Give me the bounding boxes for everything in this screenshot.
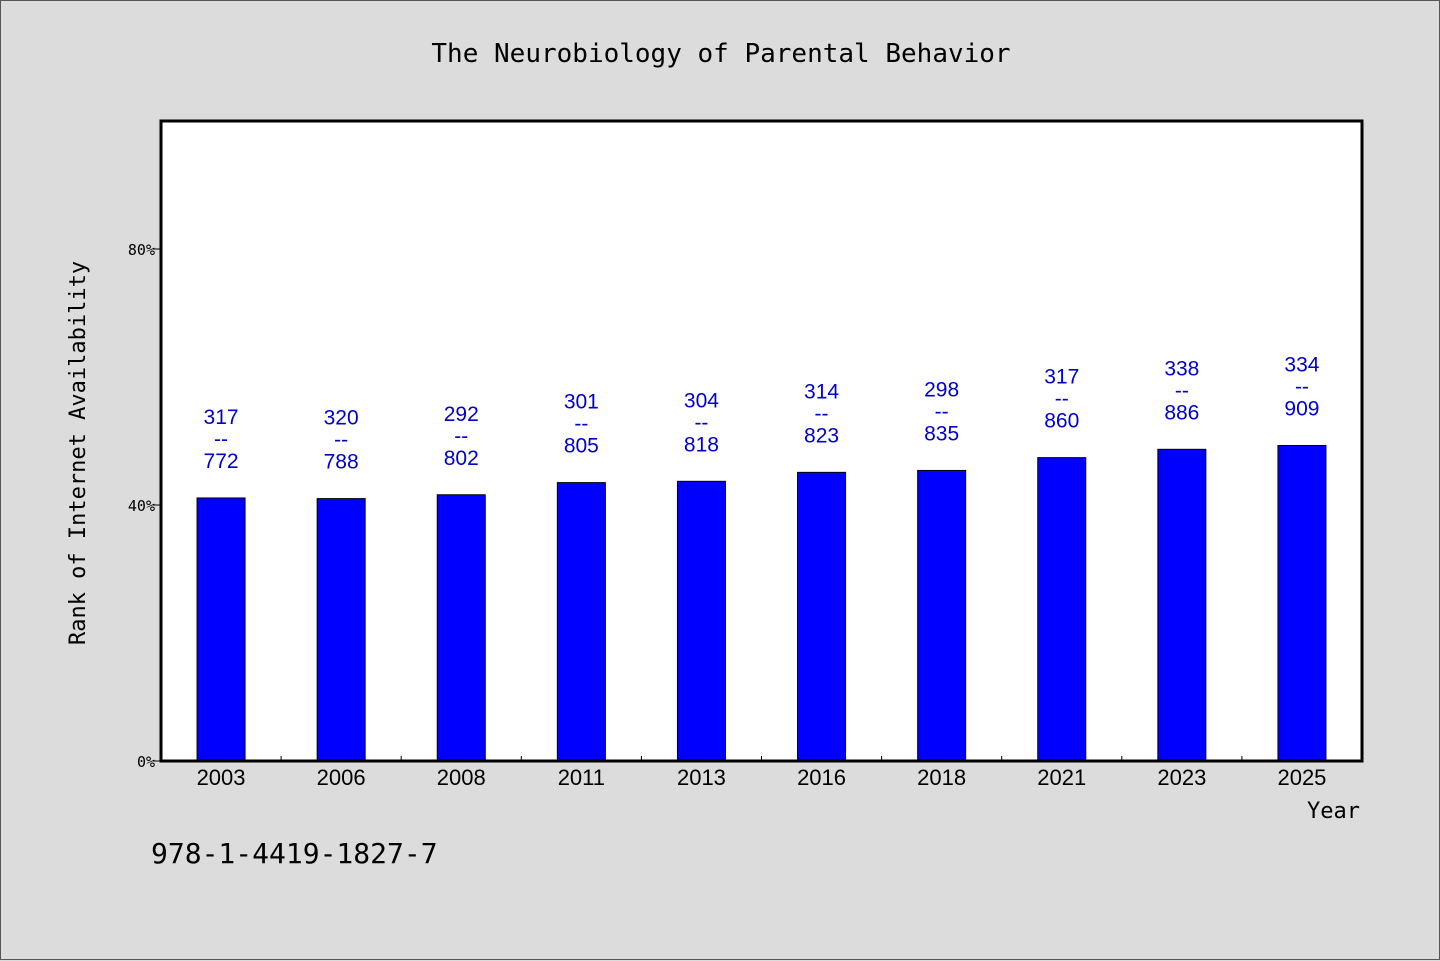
y-tick-label-80: 80% [128,241,155,259]
bar-label-2025-top: 334 [1284,353,1319,376]
bar-label-2011-sep: -- [574,413,588,436]
bar-label-2021-sep: -- [1055,388,1069,411]
bar-2018 [917,469,967,762]
x-tick-label-2018: 2018 [917,765,966,790]
bar-label-2008-bottom: 802 [444,447,479,470]
bar-label-2013-bottom: 818 [684,433,719,456]
chart-title: The Neurobiology of Parental Behavior [431,39,1010,69]
x-tick-label-2011: 2011 [558,765,605,790]
x-tick-label-2006: 2006 [317,765,366,790]
y-tick-label-0: 0% [137,753,155,771]
bar-label-2018-bottom: 835 [924,422,959,445]
bar-label-2023-bottom: 886 [1164,401,1199,424]
bar-label-2016-top: 314 [804,380,839,403]
bar-label-2013-sep: -- [694,411,708,434]
bar-2006 [316,498,366,762]
bar-label-2006-sep: -- [334,429,348,452]
x-tick-label-2003: 2003 [197,765,246,790]
bar-label-2021-bottom: 860 [1044,410,1079,433]
bar-2003 [196,497,246,762]
bar-label-2023-sep: -- [1175,379,1189,402]
bar-label-2008-sep: -- [454,425,468,448]
bar-2011 [556,482,606,762]
y-tick-label-40: 40% [128,497,155,515]
bar-labels-group: 317--772320--788292--802301--805304--818… [204,353,1320,473]
bar-label-2011-top: 301 [564,391,599,414]
bar-label-2021-top: 317 [1044,366,1079,389]
isbn-label: 978-1-4419-1827-7 [151,837,438,870]
bar-label-2006-top: 320 [324,407,359,430]
bar-label-2018-sep: -- [935,400,949,423]
bar-2008 [436,494,486,762]
bar-2016 [797,471,847,762]
bar-2021 [1037,457,1087,762]
bar-label-2011-bottom: 805 [564,435,599,458]
x-tick-label-2023: 2023 [1157,765,1206,790]
bar-2025 [1277,444,1327,762]
bar-label-2003-top: 317 [204,406,239,429]
bar-label-2003-sep: -- [214,428,228,451]
bar-label-2025-sep: -- [1295,375,1309,398]
bar-label-2008-top: 292 [444,403,479,426]
bar-label-2018-top: 298 [924,378,959,401]
bar-label-2023-top: 338 [1164,357,1199,380]
bar-label-2016-sep: -- [815,402,829,425]
bar-2023 [1157,448,1207,762]
bar-label-2003-bottom: 772 [204,450,239,473]
x-tick-label-2025: 2025 [1277,765,1326,790]
x-tick-label-2013: 2013 [677,765,726,790]
bar-label-2006-bottom: 788 [324,451,359,474]
bar-label-2025-bottom: 909 [1284,397,1319,420]
bar-2013 [676,480,726,762]
bar-label-2016-bottom: 823 [804,424,839,447]
x-tick-label-2021: 2021 [1037,765,1086,790]
bar-label-2013-top: 304 [684,389,719,412]
x-axis-label: Year [1307,799,1360,824]
x-tick-label-2016: 2016 [797,765,846,790]
x-axis: 2003 2006 2008 2011 2013 2016 2018 2021 2023 2025 [197,756,1326,790]
x-tick-label-2008: 2008 [437,765,486,790]
y-axis-label: Rank of Internet Availability [66,261,91,645]
y-axis: 0% 40% 80% [128,241,161,771]
bars-group [196,444,1327,762]
